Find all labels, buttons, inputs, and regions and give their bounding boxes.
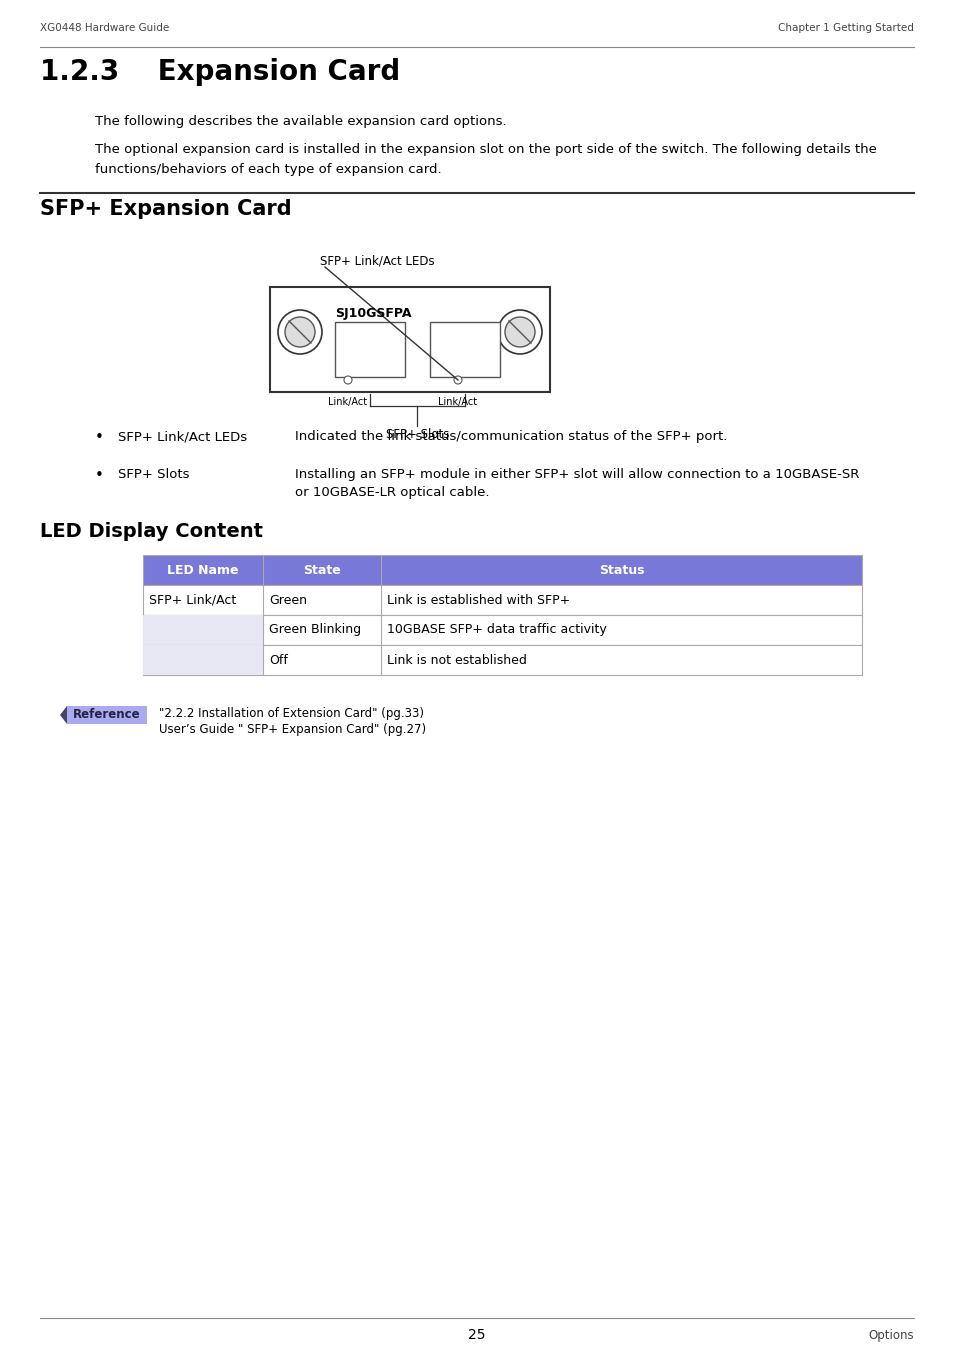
Text: The optional expansion card is installed in the expansion slot on the port side : The optional expansion card is installed… [95, 143, 876, 155]
Text: functions/behaviors of each type of expansion card.: functions/behaviors of each type of expa… [95, 163, 441, 176]
Text: SJ10GSFPA: SJ10GSFPA [335, 307, 411, 320]
Bar [143, 555, 862, 585]
Text: or 10GBASE-LR optical cable.: or 10GBASE-LR optical cable. [294, 486, 489, 499]
Bar [143, 644, 862, 676]
Circle shape [504, 317, 535, 347]
Text: 1.2.3    Expansion Card: 1.2.3 Expansion Card [40, 58, 400, 86]
Text: Chapter 1 Getting Started: Chapter 1 Getting Started [778, 23, 913, 32]
Text: 25: 25 [468, 1328, 485, 1342]
Text: Off: Off [269, 654, 288, 666]
Circle shape [497, 309, 541, 354]
Text: •: • [95, 430, 104, 444]
Bar [335, 322, 405, 377]
Text: Green: Green [269, 593, 307, 607]
Text: State: State [303, 563, 340, 577]
Text: Link/Act: Link/Act [438, 397, 477, 407]
Text: SFP+ Slots: SFP+ Slots [385, 428, 449, 440]
Text: Installing an SFP+ module in either SFP+ slot will allow connection to a 10GBASE: Installing an SFP+ module in either SFP+… [294, 467, 859, 481]
Text: SFP+ Link/Act: SFP+ Link/Act [149, 593, 236, 607]
Text: Link is established with SFP+: Link is established with SFP+ [387, 593, 570, 607]
Circle shape [344, 376, 352, 384]
Text: SFP+ Link/Act LEDs: SFP+ Link/Act LEDs [319, 255, 435, 267]
Text: 10GBASE SFP+ data traffic activity: 10GBASE SFP+ data traffic activity [387, 624, 606, 636]
Text: Link/Act: Link/Act [328, 397, 367, 407]
Circle shape [454, 376, 461, 384]
Circle shape [285, 317, 314, 347]
Text: SFP+ Expansion Card: SFP+ Expansion Card [40, 199, 292, 219]
Text: SFP+ Link/Act LEDs: SFP+ Link/Act LEDs [118, 430, 247, 443]
Text: User’s Guide " SFP+ Expansion Card" (pg.27): User’s Guide " SFP+ Expansion Card" (pg.… [159, 723, 426, 736]
Text: Indicated the link status/communication status of the SFP+ port.: Indicated the link status/communication … [294, 430, 726, 443]
Bar [143, 615, 862, 644]
Text: LED Display Content: LED Display Content [40, 521, 263, 540]
Text: Green Blinking: Green Blinking [269, 624, 361, 636]
Text: Options: Options [867, 1328, 913, 1342]
Text: XG0448 Hardware Guide: XG0448 Hardware Guide [40, 23, 169, 32]
Circle shape [277, 309, 322, 354]
Bar [143, 615, 263, 644]
Bar [430, 322, 499, 377]
Bar [67, 707, 147, 724]
Bar [143, 644, 263, 676]
Text: Reference: Reference [73, 708, 141, 721]
Text: •: • [95, 467, 104, 484]
Text: "2.2.2 Installation of Extension Card" (pg.33): "2.2.2 Installation of Extension Card" (… [159, 707, 423, 720]
Text: Status: Status [598, 563, 643, 577]
Text: The following describes the available expansion card options.: The following describes the available ex… [95, 115, 506, 128]
Bar [270, 286, 550, 392]
Text: Link is not established: Link is not established [387, 654, 526, 666]
Text: LED Name: LED Name [167, 563, 238, 577]
Text: SFP+ Slots: SFP+ Slots [118, 467, 190, 481]
Bar [143, 585, 862, 615]
Polygon shape [60, 707, 67, 724]
